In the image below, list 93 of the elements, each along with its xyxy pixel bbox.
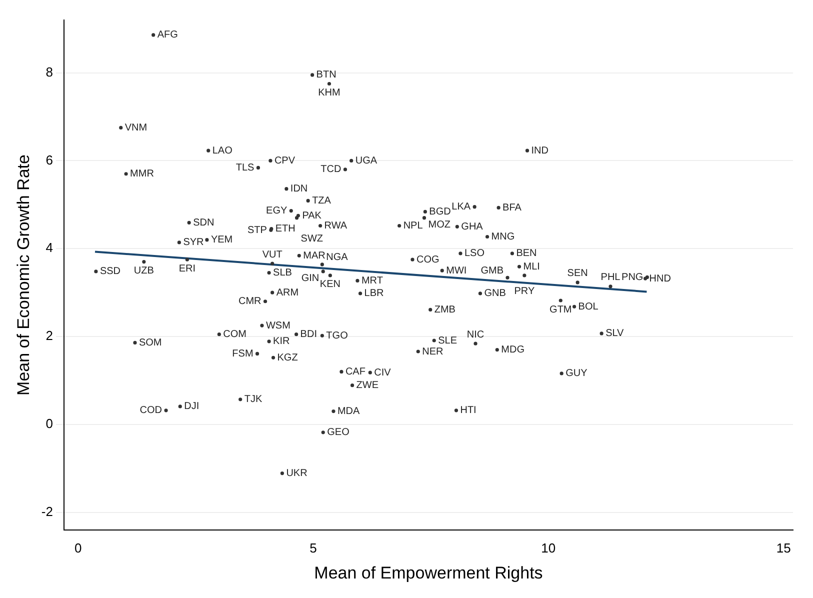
data-label: KIR — [273, 336, 290, 348]
y-tick-label: -2 — [41, 504, 53, 519]
data-label: BTN — [316, 70, 336, 81]
data-label: SDN — [193, 217, 214, 228]
data-label: BDI — [300, 329, 317, 340]
y-tick-label: 4 — [46, 240, 53, 256]
data-label: VUT — [262, 249, 282, 260]
data-label: IND — [531, 145, 548, 156]
data-label: ERI — [178, 263, 196, 274]
data-label: TJK — [244, 394, 262, 406]
data-label: MMR — [130, 168, 154, 180]
data-label: UZB — [134, 266, 154, 277]
x-tick-label: 5 — [310, 540, 317, 556]
data-label: COD — [140, 405, 162, 416]
data-label: CPV — [274, 155, 296, 166]
data-label: UGA — [355, 155, 378, 166]
data-label: NIC — [466, 329, 484, 340]
data-label: SLE — [438, 335, 458, 346]
data-label: PAK — [302, 210, 322, 222]
y-tick-label: 6 — [46, 152, 53, 168]
data-label: MNG — [491, 232, 515, 242]
data-label: PNG — [622, 272, 644, 283]
x-tick-label: 0 — [74, 540, 82, 556]
data-label: CMR — [238, 296, 262, 308]
data-label: TCD — [320, 164, 342, 176]
data-label: BEN — [516, 248, 537, 260]
data-label: HND — [649, 273, 671, 284]
data-label: SSD — [100, 266, 121, 278]
data-label: CAF — [345, 366, 366, 378]
data-label: SEN — [567, 268, 588, 280]
data-label: TGO — [326, 330, 348, 342]
data-label: SYR — [183, 237, 204, 248]
data-label: YEM — [210, 234, 233, 246]
x-tick-label: 10 — [541, 540, 556, 556]
data-label: GNB — [484, 288, 506, 300]
data-label: MDG — [501, 344, 525, 356]
data-label: HTI — [460, 405, 476, 416]
data-label: GEO — [327, 427, 350, 438]
data-label: SOM — [138, 337, 162, 348]
data-label: BOL — [578, 301, 599, 312]
y-tick-label: 0 — [46, 416, 53, 432]
data-label: ZMB — [434, 304, 456, 316]
data-label: SLV — [606, 328, 624, 340]
data-label: MWI — [446, 265, 467, 276]
data-label: CIV — [374, 367, 392, 378]
data-label: PHL — [600, 272, 621, 284]
data-label: KEN — [320, 279, 340, 290]
y-axis-title: Mean of Economic Growth Rate — [14, 154, 33, 396]
x-axis-title: Mean of Empowerment Rights — [314, 563, 543, 582]
data-label: STP — [247, 224, 268, 236]
data-label: KGZ — [277, 352, 298, 364]
data-label: GTM — [550, 304, 572, 316]
data-label: AFG — [157, 30, 178, 41]
data-label: LSO — [464, 248, 485, 260]
data-label: UKR — [286, 468, 308, 480]
data-label: DJI — [184, 401, 200, 412]
data-label: BGD — [429, 206, 451, 218]
data-label: NPL — [403, 220, 424, 232]
data-label: TLS — [236, 162, 255, 174]
y-tick-label: 8 — [46, 64, 53, 80]
data-label: PRY — [514, 286, 535, 298]
data-label: GHA — [461, 221, 484, 232]
data-label: COM — [223, 329, 247, 340]
data-label: EGY — [266, 206, 288, 217]
data-label: LBR — [364, 288, 384, 300]
data-label: LAO — [212, 145, 233, 156]
data-label: MRT — [361, 275, 383, 286]
data-label: NER — [422, 346, 444, 358]
data-label: MAR — [303, 250, 326, 262]
data-label: BFA — [502, 202, 522, 214]
data-label: WSM — [266, 320, 290, 332]
data-label: ETH — [275, 224, 296, 235]
data-label: ZWE — [356, 380, 379, 392]
data-label: SLB — [273, 268, 292, 279]
data-label: KHM — [318, 88, 340, 98]
data-label: GMB — [480, 265, 504, 276]
data-label: MOZ — [428, 220, 450, 231]
data-label: IDN — [290, 184, 308, 195]
data-label: NGA — [326, 252, 348, 264]
data-label: RWA — [324, 220, 348, 232]
x-tick-label: 15 — [776, 540, 791, 556]
data-label: FSM — [232, 348, 254, 360]
data-label: SWZ — [300, 234, 323, 245]
data-label: ARM — [276, 287, 299, 298]
data-label: TZA — [312, 195, 332, 206]
data-label: LKA — [452, 202, 471, 213]
y-tick-label: 2 — [46, 328, 53, 344]
data-label: MDA — [337, 406, 360, 418]
data-label: MLI — [523, 261, 540, 272]
data-label: VNM — [124, 122, 148, 134]
data-label: GUY — [566, 368, 588, 380]
data-label: COG — [416, 254, 440, 266]
data-label: GIN — [301, 273, 320, 284]
